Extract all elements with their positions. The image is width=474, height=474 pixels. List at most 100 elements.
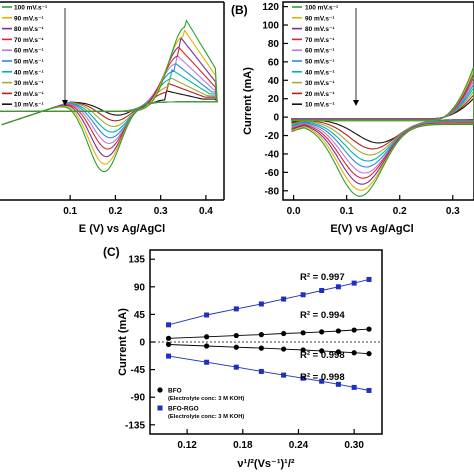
panel-c-fit-line: [168, 328, 370, 339]
panel-c-legend-label: BFO-RGO: [168, 406, 199, 413]
panel-b-legend-label: 100 mV.s⁻¹: [305, 5, 338, 12]
panel-b-y-tick-label: -40: [265, 149, 280, 160]
panel-a-legend: 100 mV.s⁻¹ 90 mV.s⁻¹ 80 mV.s⁻¹ 70 mV.s⁻¹ 60 …: [2, 5, 68, 109]
panel-a-x-tick-label: 0.4: [199, 206, 213, 217]
panel-b-legend: 100 mV.s⁻¹ 90 mV.s⁻¹ 80 mV.s⁻¹ 70 mV.s⁻¹ 60 …: [292, 5, 359, 109]
panel-c-point-bfo: [319, 329, 325, 335]
panel-c-point-bfo: [335, 349, 341, 355]
panel-c-point-bfo: [204, 343, 210, 349]
panel-c-point-bfo-rgo: [281, 372, 287, 378]
panel-c-point-bfo: [351, 350, 357, 356]
panel-b-y-tick-label: 60: [268, 57, 280, 68]
panel-c-point-bfo-rgo: [300, 375, 306, 381]
panel-b-y-tick-label: 80: [268, 39, 280, 50]
panel-c-point-bfo: [300, 330, 306, 336]
panel-b-legend-label: 60 mV.s⁻¹: [305, 48, 335, 55]
panel-c-point-bfo: [281, 330, 287, 337]
panel-b-y-tick-label: -20: [265, 131, 280, 142]
panel-c-legend-marker: [157, 387, 163, 393]
panel-b-legend-label: 20 mV.s⁻¹: [305, 91, 335, 98]
panel-b-x-tick-label: 0.0: [287, 206, 301, 217]
panel-c-point-bfo-rgo: [351, 280, 357, 286]
panel-c-r2-label: R² = 0.998: [300, 350, 345, 361]
panel-c-point-bfo: [165, 335, 172, 341]
panel-c-point-bfo-rgo: [204, 359, 210, 365]
panel-b-legend-label: 90 mV.s⁻¹: [305, 15, 335, 22]
panel-c-fit-line: [168, 344, 370, 355]
panel-a-x-ticks: 0.1 0.2 0.3 0.4: [63, 195, 213, 217]
panel-a-cv-curve: [0, 19, 218, 173]
panel-c-point-bfo-rgo: [366, 276, 372, 282]
panel-b-legend-arrow-head: [353, 100, 359, 106]
panel-b-x-axis-title: E(V) vs Ag/AgCl: [330, 223, 413, 235]
panel-b-legend-label: 50 mV.s⁻¹: [305, 59, 335, 66]
panel-c-point-bfo-rgo: [351, 384, 357, 390]
panel-c: (C) -135 -90 -45 0 45 90 135 0.12 0.18 0.24 0.30 R…: [103, 245, 383, 470]
panel-c-point-bfo-rgo: [166, 353, 172, 359]
panel-c-point-bfo: [258, 332, 264, 338]
panel-c-legend-note: (Electrolyte conc: 3 M KOH): [168, 414, 244, 420]
panel-c-r2-label: R² = 0.998: [300, 372, 345, 383]
panel-a-legend-label: 70 mV.s⁻¹: [14, 37, 44, 44]
panel-c-legend-marker: [157, 405, 163, 411]
panel-b-legend-label: 70 mV.s⁻¹: [305, 37, 335, 44]
panel-b-y-tick-label: 20: [268, 94, 280, 105]
panel-c-point-bfo-rgo: [258, 368, 264, 374]
panel-b-y-tick-label: 100: [262, 21, 279, 32]
panel-c-point-bfo: [281, 346, 287, 352]
panel-c-ticks: -135 -90 -45 0 45 90 135 0.12 0.18 0.24 0.30: [125, 255, 364, 451]
panel-c-point-bfo: [258, 345, 264, 351]
panel-a-x-tick-label: 0.2: [108, 206, 122, 217]
panel-b-y-tick-label: -80: [265, 186, 280, 197]
panel-c-fit-lines: [168, 278, 370, 391]
panel-b-y-tick-label: 120: [262, 2, 279, 13]
panel-c-y-tick-label: -45: [131, 365, 146, 376]
panel-a-x-axis-title: E (V) vs Ag/AgCl: [79, 223, 165, 235]
panel-b: (B) -80 -60 -40 -20 0 20 40 60 80 100 120 0.0 0.1 0.2…: [231, 1, 474, 235]
panel-b-frame: [282, 1, 474, 201]
panel-a-legend-label: 50 mV.s⁻¹: [14, 59, 44, 66]
panel-c-y-tick-label: 90: [134, 282, 146, 293]
panel-b-y-tick-label: 0: [273, 113, 279, 124]
panel-c-x-axis-title: ν¹/²(Vs⁻¹)¹/²: [237, 458, 294, 470]
panel-c-point-bfo-rgo: [233, 306, 239, 312]
panel-c-point-bfo: [165, 341, 172, 348]
panel-b-label: (B): [231, 3, 248, 17]
panel-b-x-tick-label: 0.3: [446, 206, 460, 217]
panel-a-legend-label: 10 mV.s⁻¹: [14, 102, 44, 109]
panel-b-legend-label: 80 mV.s⁻¹: [305, 26, 335, 33]
panel-c-point-bfo: [366, 326, 372, 332]
panel-a-legend-label: 60 mV.s⁻¹: [14, 48, 44, 55]
panel-b-legend-label: 40 mV.s⁻¹: [305, 69, 335, 76]
panel-a-x-tick-label: 0.1: [63, 206, 77, 217]
panel-c-legend-note: (Electrolyte conc: 3 M KOH): [168, 396, 244, 402]
panel-c-points: [165, 276, 372, 393]
panel-c-point-bfo-rgo: [166, 322, 172, 328]
panel-c-r2-label: R² = 0.997: [300, 272, 345, 283]
panel-a-legend-label: 80 mV.s⁻¹: [14, 26, 44, 33]
panel-c-point-bfo: [204, 334, 210, 340]
panel-a-x-tick-label: 0.3: [154, 206, 168, 217]
panel-c-point-bfo-rgo: [204, 312, 210, 318]
panel-a-legend-label: 90 mV.s⁻¹: [14, 15, 44, 22]
panel-c-y-tick-label: -135: [125, 420, 145, 431]
panel-a-legend-label: 30 mV.s⁻¹: [14, 80, 44, 87]
panel-b-x-tick-label: 0.1: [340, 206, 354, 217]
panel-c-point-bfo-rgo: [366, 387, 372, 393]
panel-c-point-bfo: [366, 351, 372, 357]
panel-a: 0.1 0.2 0.3 0.4 100 mV.s⁻¹ 90 mV.s⁻¹ 80 mV.s⁻…: [0, 1, 225, 235]
panel-c-point-bfo: [351, 327, 357, 333]
panel-c-point-bfo-rgo: [233, 364, 239, 370]
panel-c-label: (C): [103, 245, 120, 259]
panel-c-x-tick-label: 0.30: [344, 440, 364, 451]
panel-b-ticks: -80 -60 -40 -20 0 20 40 60 80 100 120 0.0 0.1 0.2 0.3: [262, 2, 460, 217]
panel-c-point-bfo: [300, 347, 306, 353]
panel-c-x-tick-label: 0.12: [177, 440, 197, 451]
panel-c-y-tick-label: -90: [131, 393, 146, 404]
panel-c-fit-line: [168, 355, 370, 391]
panel-c-y-tick-label: 135: [128, 255, 145, 266]
panel-c-point-bfo-rgo: [281, 296, 287, 302]
panel-b-y-axis-title: Current (mA): [242, 67, 254, 135]
panel-c-y-tick-label: 0: [139, 338, 145, 349]
